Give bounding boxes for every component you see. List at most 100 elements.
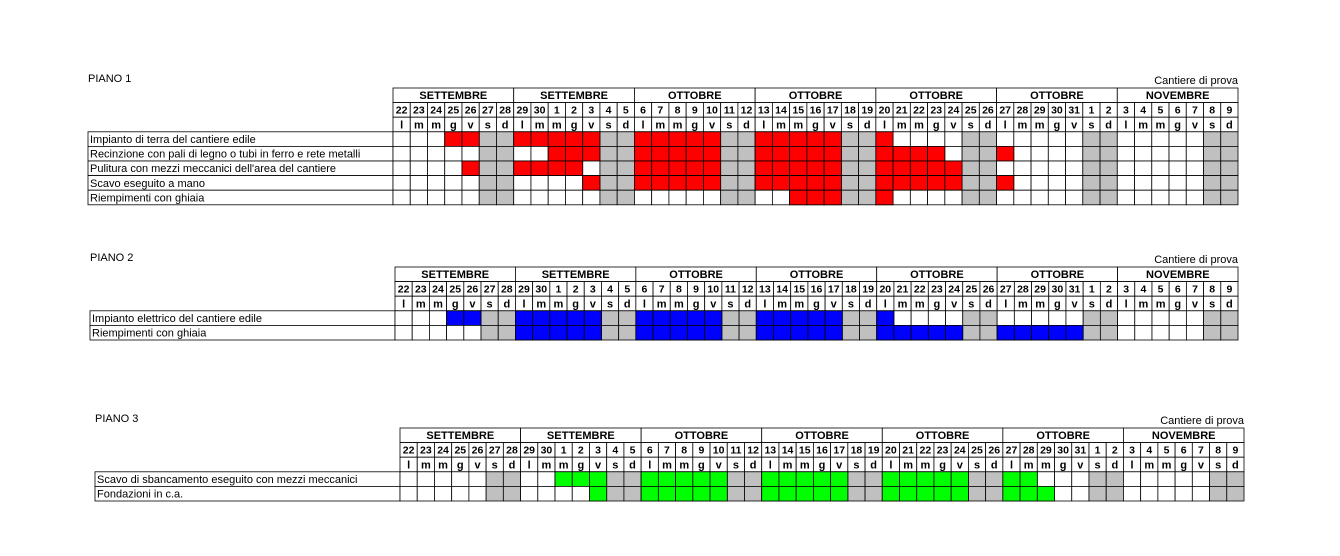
- weekday-label: d: [622, 119, 629, 131]
- day-number: 11: [724, 105, 735, 117]
- day-slot: [392, 189, 411, 206]
- day-slot: [599, 175, 618, 191]
- day-number: 22: [920, 445, 932, 457]
- weekday-label: g: [1174, 298, 1181, 310]
- active-day: [875, 189, 894, 206]
- weekday-label: m: [655, 119, 665, 131]
- weekday-label: v: [1192, 119, 1199, 131]
- day-number: 22: [396, 105, 408, 117]
- day-slot: [858, 145, 877, 162]
- day-slot: [968, 471, 987, 487]
- day-slot: [1082, 310, 1101, 326]
- day-slot: [1185, 175, 1204, 191]
- day-slot: [1174, 485, 1193, 502]
- day-slot: [392, 145, 411, 162]
- active-day: [640, 485, 659, 502]
- weekday-label: m: [914, 119, 924, 131]
- day-slot: [582, 160, 601, 177]
- active-day: [675, 485, 694, 502]
- active-day: [1019, 485, 1038, 502]
- day-number: 1: [1088, 105, 1094, 117]
- active-day: [761, 471, 780, 487]
- day-slot: [468, 471, 487, 487]
- active-day: [916, 471, 935, 487]
- day-slot: [1099, 189, 1118, 206]
- active-day: [824, 324, 843, 341]
- weekday-label: m: [777, 298, 787, 310]
- day-slot: [840, 175, 860, 191]
- day-slot: [771, 189, 791, 206]
- active-day: [910, 324, 929, 341]
- day-number: 28: [501, 284, 513, 296]
- active-day: [530, 160, 549, 177]
- day-slot: [634, 189, 653, 206]
- active-day: [996, 324, 1015, 341]
- weekday-label: d: [865, 298, 872, 310]
- active-day: [754, 145, 773, 162]
- day-slot: [468, 485, 487, 502]
- day-slot: [1054, 485, 1073, 502]
- weekday-label: s: [726, 119, 732, 131]
- active-day: [945, 324, 964, 341]
- active-day: [899, 485, 918, 502]
- day-slot: [737, 131, 756, 147]
- day-slot: [461, 145, 480, 162]
- day-slot: [1030, 189, 1049, 206]
- weekday-label: l: [642, 119, 645, 131]
- day-slot: [409, 145, 428, 162]
- day-slot: [616, 175, 635, 191]
- month-label: OTTOBRE: [675, 430, 729, 442]
- day-number: 28: [1017, 105, 1029, 117]
- day-number: 12: [741, 105, 753, 117]
- weekday-label: l: [402, 298, 405, 310]
- weekday-label: l: [528, 459, 531, 471]
- day-number: 25: [449, 284, 461, 296]
- weekday-label: l: [883, 119, 886, 131]
- month-label: OTTOBRE: [789, 90, 843, 102]
- weekday-label: l: [521, 119, 524, 131]
- day-slot: [429, 324, 448, 341]
- day-number: 6: [642, 284, 648, 296]
- weekday-label: d: [991, 459, 998, 471]
- day-slot: [427, 145, 446, 162]
- month-label: OTTOBRE: [669, 269, 723, 281]
- day-slot: [737, 189, 756, 206]
- day-number: 3: [595, 445, 601, 457]
- day-slot: [685, 189, 704, 206]
- weekday-label: s: [1089, 298, 1095, 310]
- active-day: [547, 145, 566, 162]
- task-label: Impianto elettrico del cantiere edile: [92, 313, 262, 325]
- day-slot: [1065, 189, 1084, 206]
- month-label: NOVEMBRE: [1146, 90, 1210, 102]
- day-number: 16: [816, 445, 828, 457]
- active-day: [875, 145, 894, 162]
- day-slot: [1174, 471, 1193, 487]
- day-slot: [394, 324, 413, 341]
- day-slot: [616, 145, 635, 162]
- day-slot: [1099, 160, 1118, 177]
- day-number: 30: [541, 445, 553, 457]
- weekday-label: m: [897, 119, 907, 131]
- day-slot: [1226, 471, 1245, 487]
- active-day: [685, 131, 704, 147]
- active-day: [634, 175, 653, 191]
- day-slot: [1065, 160, 1084, 177]
- day-slot: [668, 189, 687, 206]
- weekday-label: m: [662, 459, 672, 471]
- active-day: [549, 324, 568, 341]
- day-number: 24: [437, 445, 449, 457]
- day-slot: [1134, 310, 1153, 326]
- day-slot: [399, 485, 418, 502]
- active-day: [635, 324, 654, 341]
- day-slot: [565, 175, 584, 191]
- day-slot: [720, 175, 739, 191]
- day-number: 26: [982, 105, 994, 117]
- day-number: 28: [499, 105, 511, 117]
- day-slot: [1116, 175, 1135, 191]
- day-number: 26: [465, 105, 477, 117]
- active-day: [790, 324, 809, 341]
- day-slot: [1168, 324, 1187, 341]
- month-label: SETTEMBRE: [540, 90, 608, 102]
- weekday-label: g: [813, 298, 820, 310]
- weekday-label: g: [572, 298, 579, 310]
